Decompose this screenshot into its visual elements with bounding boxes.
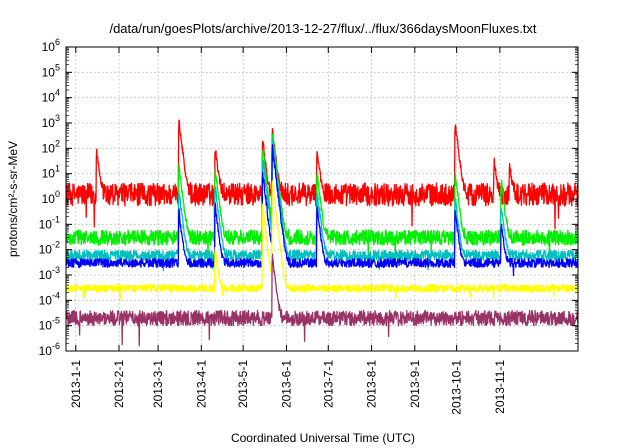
series-line-3 [65, 144, 579, 277]
series-group [65, 119, 579, 347]
x-tick-label: 2013-10-1 [450, 360, 464, 415]
x-tick-label: 2013-2-1 [112, 360, 126, 408]
chart-title: /data/run/goesPlots/archive/2013-12-27/f… [109, 21, 536, 36]
series-line-1 [65, 133, 579, 268]
y-tick-label: 104 [42, 88, 60, 105]
series-line-2 [65, 138, 579, 272]
y-tick-label: 100 [42, 189, 60, 206]
x-tick-label: 2013-4-1 [194, 360, 208, 408]
x-tick-label: 2013-11-1 [493, 360, 507, 414]
y-tick-label: 10-2 [39, 240, 60, 257]
x-tick-label: 2013-3-1 [151, 360, 165, 408]
x-axis: 2013-1-1 2013-2-1 2013-3-1 2013-4-1 2013-5-1… [69, 47, 507, 415]
y-tick-label: 106 [42, 37, 60, 54]
y-axis: 10-6 10-5 10-4 10-3 10-2 10-1 100 101 102 103 104 1… [39, 37, 578, 358]
x-tick-label: 2013-9-1 [408, 360, 422, 408]
y-tick-label: 10-1 [39, 214, 60, 231]
x-axis-label: Coordinated Universal Time (UTC) [231, 431, 415, 445]
x-tick-label: 2013-6-1 [279, 360, 293, 408]
y-tick-label: 10-5 [39, 316, 60, 333]
series-line-0 [65, 119, 579, 235]
y-tick-label: 103 [42, 113, 60, 130]
y-tick-label: 105 [42, 62, 60, 79]
y-tick-label: 102 [42, 138, 60, 155]
x-tick-label: 2013-1-1 [69, 360, 83, 408]
y-axis-label: protons/cm²-s-sr-MeV [6, 141, 20, 257]
x-tick-label: 2013-5-1 [236, 360, 250, 408]
y-tick-label: 10-4 [39, 290, 60, 307]
y-tick-label: 101 [42, 164, 60, 181]
series-line-4 [65, 180, 579, 302]
series-line-5 [65, 253, 579, 347]
x-tick-label: 2013-8-1 [365, 360, 379, 408]
y-tick-label: 10-6 [39, 341, 60, 358]
y-tick-label: 10-3 [39, 265, 60, 282]
x-tick-label: 2013-7-1 [321, 360, 335, 408]
